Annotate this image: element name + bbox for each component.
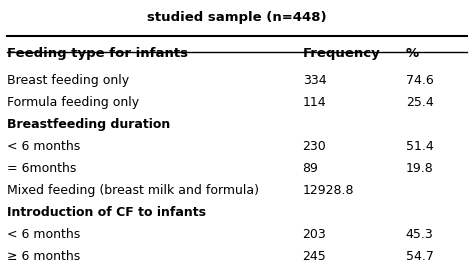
- Text: Mixed feeding (breast milk and formula): Mixed feeding (breast milk and formula): [8, 184, 259, 197]
- Text: < 6 months: < 6 months: [8, 140, 81, 153]
- Text: 51.4: 51.4: [406, 140, 433, 153]
- Text: Breast feeding only: Breast feeding only: [8, 74, 129, 87]
- Text: 54.7: 54.7: [406, 250, 434, 263]
- Text: Introduction of CF to infants: Introduction of CF to infants: [8, 206, 207, 219]
- Text: ≥ 6 months: ≥ 6 months: [8, 250, 81, 263]
- Text: = 6months: = 6months: [8, 162, 77, 175]
- Text: 203: 203: [302, 228, 326, 241]
- Text: 89: 89: [302, 162, 319, 175]
- Text: < 6 months: < 6 months: [8, 228, 81, 241]
- Text: 45.3: 45.3: [406, 228, 433, 241]
- Text: 12928.8: 12928.8: [302, 184, 354, 197]
- Text: 25.4: 25.4: [406, 96, 433, 109]
- Text: Breastfeeding duration: Breastfeeding duration: [8, 118, 171, 131]
- Text: Formula feeding only: Formula feeding only: [8, 96, 139, 109]
- Text: 230: 230: [302, 140, 326, 153]
- Text: Feeding type for infants: Feeding type for infants: [8, 47, 189, 60]
- Text: 334: 334: [302, 74, 326, 87]
- Text: 245: 245: [302, 250, 326, 263]
- Text: %: %: [406, 47, 419, 60]
- Text: 19.8: 19.8: [406, 162, 433, 175]
- Text: 74.6: 74.6: [406, 74, 433, 87]
- Text: Frequency: Frequency: [302, 47, 380, 60]
- Text: studied sample (n=448): studied sample (n=448): [147, 11, 327, 24]
- Text: 114: 114: [302, 96, 326, 109]
